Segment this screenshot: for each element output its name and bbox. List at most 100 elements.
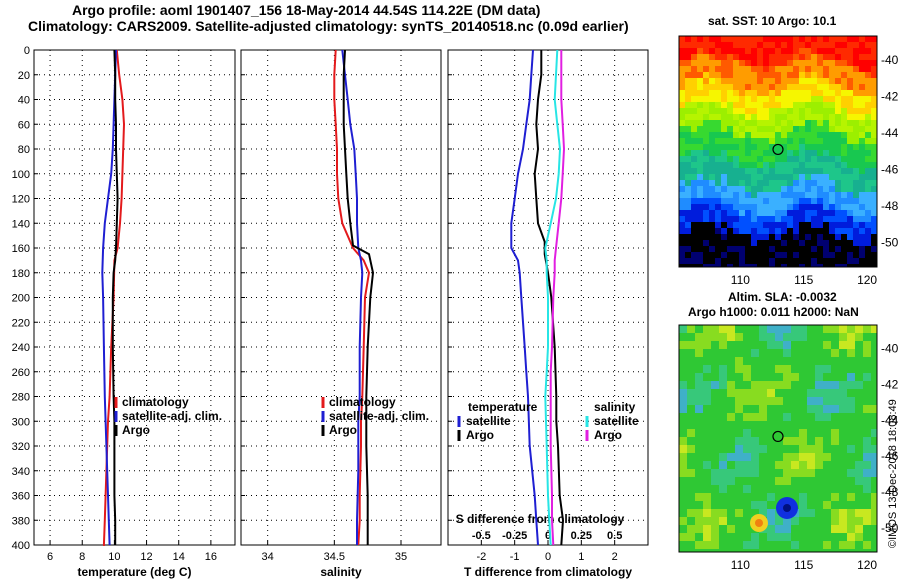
map-cell [715,204,722,211]
map-cell [817,150,824,157]
map-cell [697,144,704,151]
map-cell [711,325,720,334]
y-tick-label: 80 [18,144,30,156]
map-cell [823,429,832,438]
map-frame [678,324,878,553]
map-cell [793,138,800,145]
map-cell [823,162,830,169]
map-cell [745,48,752,55]
map-cell [727,258,734,265]
map-cell [679,168,686,175]
map-cell [727,180,734,187]
map-cell [805,222,812,229]
map-cell [691,210,698,217]
map-cell [695,421,704,430]
map-cell [793,168,800,175]
map-cell [727,509,736,518]
map-cell [763,174,770,181]
map-cell [807,349,816,358]
map-cell [727,413,736,422]
map-cell [817,180,824,187]
map-cell [855,477,864,486]
map-cell [799,252,806,259]
map-cell [751,445,760,454]
map-cell [859,150,866,157]
map-cell [783,341,792,350]
map-cell [841,42,848,49]
map-cell [811,96,818,103]
map-cell [781,150,788,157]
map-cell [691,234,698,241]
map-cell [687,517,696,526]
map-cell [835,156,842,163]
map-cell [815,493,824,502]
map-cell [871,389,877,398]
map-cell [839,381,848,390]
map-cell [839,397,848,406]
map-cell [835,72,842,79]
map-cell [703,54,710,61]
map-cell [727,333,736,342]
map-cell [839,445,848,454]
map-cell [783,517,792,526]
map-cell [829,78,836,85]
map-cell [759,413,768,422]
panel-temperature: 0204060801001201401601802002202402602803… [12,45,236,579]
map-cell [871,325,877,334]
y-tick-label: 360 [12,491,30,503]
map-cell [691,36,698,43]
map-cell [745,150,752,157]
map-cell [865,174,872,181]
map-cell [823,517,832,526]
map-cell [805,168,812,175]
map-cell [691,48,698,55]
map-cell [847,349,856,358]
map-cell [703,228,710,235]
map-cell [685,264,692,267]
map-cell [727,533,736,542]
map-cell [863,397,872,406]
map-cell [719,477,728,486]
map-cell [721,132,728,139]
map-cell [853,102,860,109]
map-cell [793,174,800,181]
map-cell [863,477,872,486]
map-cell [695,461,704,470]
map-cell [835,42,842,49]
map-cell [743,373,752,382]
map-cell [745,180,752,187]
map-cell [719,461,728,470]
map-cell [865,36,872,43]
map-cell [757,222,764,229]
map-cell [799,126,806,133]
map-cell [865,60,872,67]
map-cell [853,234,860,241]
map-cell [727,228,734,235]
map-cell [733,222,740,229]
map-cell [829,42,836,49]
map-cell [847,138,854,145]
map-cell [759,333,768,342]
map-cell [847,234,854,241]
map-cell [727,90,734,97]
map-cell [715,234,722,241]
map-cell [817,174,824,181]
map-cell [751,264,758,267]
map-cell [823,381,832,390]
map-cell [735,477,744,486]
map-cell [847,264,854,267]
map-cell [685,222,692,229]
map-cell [871,445,877,454]
map-cell [697,132,704,139]
map-cell [839,509,848,518]
map-cell [841,252,848,259]
map-cell [727,60,734,67]
map-cell [859,36,866,43]
map-cell [757,156,764,163]
map-cell [775,325,784,334]
map-cell [703,252,710,259]
map-cell [859,228,866,235]
map-cell [763,126,770,133]
map-cell [727,437,736,446]
map-cell [769,126,776,133]
